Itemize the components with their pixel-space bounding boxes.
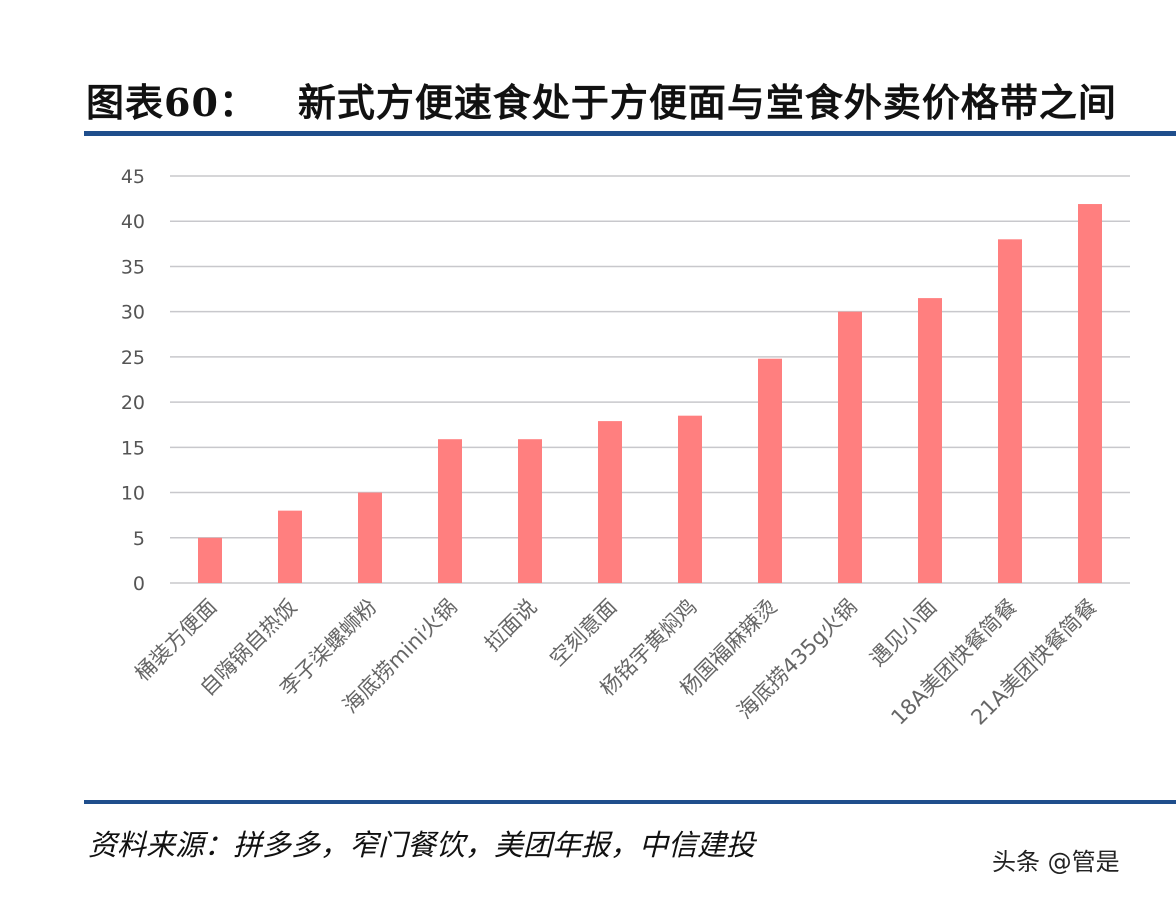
bar xyxy=(678,415,702,583)
y-tick-label: 35 xyxy=(121,256,145,278)
bar xyxy=(758,358,782,583)
y-tick-label: 5 xyxy=(133,528,145,550)
y-tick-label: 10 xyxy=(121,483,145,505)
x-tick-label: 空刻意面 xyxy=(545,595,621,671)
y-tick-label: 30 xyxy=(121,302,145,324)
y-tick-label: 15 xyxy=(121,437,145,459)
bar xyxy=(278,510,302,583)
x-tick-label: 遇见小面 xyxy=(865,595,941,671)
bar xyxy=(438,439,462,583)
figure-number: 图表60： xyxy=(86,80,258,125)
bar xyxy=(918,298,942,583)
y-tick-label: 45 xyxy=(121,166,145,188)
bar xyxy=(518,439,542,583)
y-tick-label: 40 xyxy=(121,211,145,233)
source-rule xyxy=(84,800,1176,804)
bar xyxy=(198,537,222,583)
bar xyxy=(1078,204,1102,583)
title-rule xyxy=(84,131,1176,136)
y-tick-label: 0 xyxy=(133,573,145,595)
title-text: 新式方便速食处于方便面与堂食外卖价格带之间 xyxy=(297,80,1117,125)
bar xyxy=(998,239,1022,584)
y-tick-label: 25 xyxy=(121,347,145,369)
watermark: 头条 @管是 xyxy=(992,848,1120,876)
bar xyxy=(838,311,862,583)
bar xyxy=(358,492,382,583)
source-note: 资料来源：拼多多，窄门餐饮，美团年报，中信建投 xyxy=(88,828,756,862)
chart-title: 图表60： 新式方便速食处于方便面与堂食外卖价格带之间 xyxy=(86,72,1117,127)
bar xyxy=(598,421,622,583)
x-tick-label: 拉面说 xyxy=(480,595,542,657)
y-tick-label: 20 xyxy=(121,392,145,414)
